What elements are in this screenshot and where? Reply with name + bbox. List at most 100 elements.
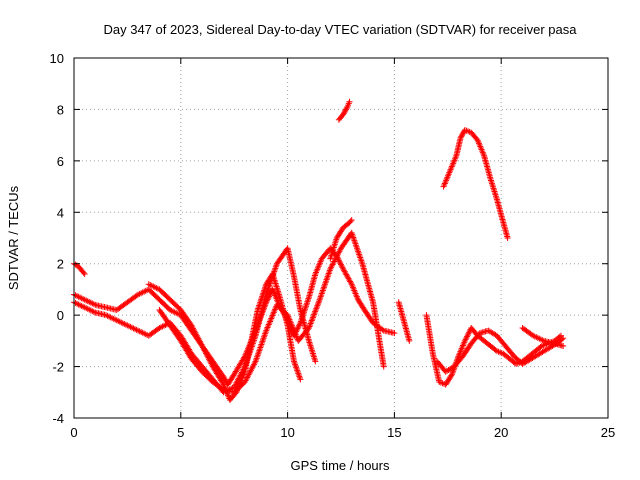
data-point: [338, 263, 345, 269]
data-point: [340, 110, 347, 117]
data-point: [308, 319, 315, 326]
series-trace-e: [156, 229, 387, 396]
data-point: [463, 335, 470, 341]
data-point: [464, 333, 471, 340]
data-point: [293, 364, 300, 371]
x-tick-label: 0: [70, 425, 77, 440]
data-point: [251, 359, 258, 366]
data-point: [341, 109, 348, 115]
data-point: [336, 258, 343, 265]
data-point: [307, 320, 314, 327]
axis-ticks: 0 5 10 15 20 25 -4 -2 0 2 4 6 8 10: [50, 51, 616, 440]
x-tick-label: 15: [387, 425, 401, 440]
data-point: [347, 218, 354, 225]
data-point: [406, 337, 413, 344]
data-point: [560, 335, 567, 342]
data-point: [347, 279, 354, 286]
data-point: [291, 359, 298, 366]
plot-frame: [73, 57, 609, 419]
data-point: [313, 304, 320, 311]
data-point: [459, 130, 466, 137]
data-point: [314, 301, 321, 308]
data-point: [307, 322, 314, 329]
data-point: [448, 372, 455, 379]
data-point: [461, 337, 468, 344]
data-point: [219, 385, 226, 392]
data-point: [219, 380, 226, 387]
data-point: [342, 106, 349, 113]
data-point: [560, 343, 567, 349]
data-marks: [71, 98, 567, 403]
data-point: [459, 132, 466, 139]
y-tick-label: 4: [57, 205, 64, 220]
data-point: [295, 324, 302, 331]
x-tick-label: 5: [177, 425, 184, 440]
data-point: [504, 235, 511, 241]
data-point: [240, 371, 247, 378]
data-point: [306, 323, 313, 330]
data-point: [340, 111, 347, 118]
data-point: [302, 303, 309, 310]
data-point: [303, 301, 310, 308]
data-point: [316, 298, 323, 305]
x-axis-label: GPS time / hours: [291, 458, 390, 473]
data-point: [458, 133, 465, 140]
series-trace-i: [395, 299, 413, 344]
y-tick-label: 10: [50, 51, 64, 66]
data-point: [308, 317, 315, 324]
data-point: [303, 300, 310, 307]
y-tick-label: 6: [57, 154, 64, 169]
data-point: [295, 370, 302, 377]
x-tick-label: 10: [280, 425, 294, 440]
data-point: [296, 373, 303, 380]
series-trace-a: [71, 260, 88, 277]
data-point: [460, 129, 467, 136]
data-point: [296, 374, 303, 381]
data-point: [297, 376, 304, 383]
data-point: [380, 363, 387, 370]
data-point: [315, 299, 322, 306]
data-point: [379, 326, 386, 333]
data-point: [311, 310, 318, 317]
data-point: [312, 307, 319, 314]
data-point: [558, 336, 565, 343]
x-tick-label: 25: [601, 425, 615, 440]
data-point: [338, 261, 344, 268]
data-point: [311, 311, 318, 318]
data-point: [291, 358, 298, 365]
y-axis-label: SDTVAR / TECUs: [6, 185, 21, 290]
data-point: [464, 332, 471, 339]
data-point: [348, 217, 355, 223]
data-point: [294, 368, 301, 375]
series-trace-d: [145, 271, 304, 403]
data-point: [295, 322, 302, 329]
series-trace-h: [440, 127, 511, 241]
data-point: [342, 107, 349, 114]
data-point: [266, 292, 273, 299]
series-trace-c: [71, 245, 319, 396]
data-point: [295, 371, 302, 378]
data-point: [80, 269, 87, 276]
data-point: [292, 361, 299, 368]
data-point: [457, 134, 464, 141]
data-point: [304, 298, 311, 305]
data-point: [312, 358, 319, 365]
data-point: [81, 271, 88, 277]
data-point: [310, 313, 317, 320]
data-point: [309, 314, 316, 321]
data-point: [312, 308, 319, 315]
data-point: [309, 316, 316, 323]
y-tick-label: 0: [57, 308, 64, 323]
series-trace-k: [434, 327, 567, 375]
data-point: [343, 105, 350, 112]
data-point: [339, 264, 346, 271]
data-point: [293, 365, 300, 372]
data-point: [304, 297, 311, 304]
chart-title: Day 347 of 2023, Sidereal Day-to-day VTE…: [103, 22, 577, 37]
data-point: [346, 98, 353, 105]
x-tick-label: 20: [494, 425, 508, 440]
data-point: [314, 302, 321, 309]
data-point: [462, 336, 469, 343]
